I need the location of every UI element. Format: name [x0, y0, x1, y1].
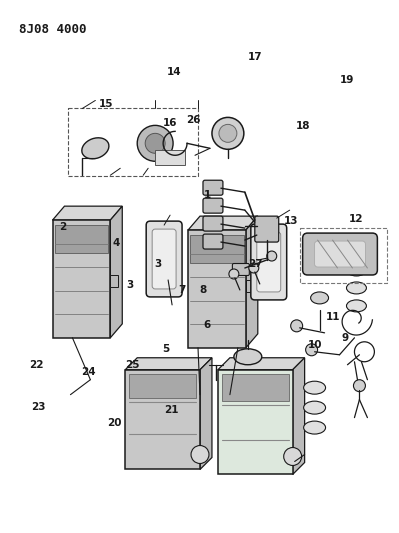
Bar	[69, 108, 198, 176]
FancyBboxPatch shape	[203, 180, 223, 195]
Text: 8: 8	[200, 286, 207, 295]
Circle shape	[137, 125, 173, 161]
Text: 4: 4	[112, 238, 120, 247]
Circle shape	[229, 269, 239, 279]
Text: 25: 25	[124, 360, 139, 370]
Circle shape	[354, 379, 365, 392]
Circle shape	[267, 251, 277, 261]
Bar	[125, 370, 200, 470]
FancyBboxPatch shape	[257, 232, 281, 292]
Bar	[55, 225, 108, 253]
Text: 9: 9	[341, 333, 348, 343]
Ellipse shape	[304, 401, 326, 414]
Polygon shape	[200, 358, 212, 470]
Polygon shape	[293, 358, 304, 474]
Bar	[246, 280, 254, 292]
Text: 2: 2	[59, 222, 66, 232]
Text: 20: 20	[107, 418, 121, 429]
FancyBboxPatch shape	[146, 221, 182, 297]
Text: 14: 14	[166, 68, 181, 77]
Text: 19: 19	[340, 76, 354, 85]
Text: 16: 16	[162, 118, 177, 128]
Text: 3: 3	[126, 280, 134, 290]
Text: 8J08 4000: 8J08 4000	[19, 22, 86, 36]
Text: 24: 24	[81, 367, 95, 377]
Text: 7: 7	[178, 286, 185, 295]
Text: 13: 13	[284, 216, 298, 227]
Circle shape	[165, 270, 175, 280]
Circle shape	[145, 133, 165, 154]
Polygon shape	[246, 216, 258, 348]
Polygon shape	[53, 206, 122, 220]
Text: 3: 3	[154, 259, 161, 269]
Circle shape	[191, 446, 209, 464]
Bar	[129, 374, 196, 398]
Text: 1: 1	[204, 190, 211, 200]
Bar	[218, 370, 293, 474]
FancyBboxPatch shape	[314, 241, 365, 267]
Polygon shape	[188, 216, 258, 230]
Ellipse shape	[346, 300, 366, 312]
Bar	[110, 275, 118, 287]
FancyBboxPatch shape	[152, 229, 176, 289]
Text: 15: 15	[99, 99, 113, 109]
Ellipse shape	[234, 349, 262, 365]
Ellipse shape	[304, 421, 326, 434]
Bar	[53, 220, 110, 338]
Bar	[188, 230, 246, 348]
Bar	[155, 150, 185, 165]
Ellipse shape	[310, 292, 328, 304]
Circle shape	[306, 344, 318, 356]
Text: 18: 18	[296, 120, 310, 131]
Bar	[222, 374, 289, 401]
FancyBboxPatch shape	[203, 216, 223, 231]
FancyBboxPatch shape	[203, 198, 223, 213]
FancyBboxPatch shape	[232, 263, 249, 276]
Polygon shape	[125, 358, 212, 370]
Text: 23: 23	[31, 402, 46, 413]
Text: 22: 22	[29, 360, 44, 370]
Text: 11: 11	[326, 312, 340, 322]
Text: 17: 17	[248, 52, 263, 61]
Ellipse shape	[304, 381, 326, 394]
Ellipse shape	[346, 264, 366, 276]
Circle shape	[212, 117, 244, 149]
Ellipse shape	[346, 246, 366, 258]
Ellipse shape	[82, 138, 109, 159]
Polygon shape	[218, 358, 304, 370]
Text: 10: 10	[308, 340, 322, 350]
Text: 27: 27	[248, 259, 263, 269]
Text: 5: 5	[162, 344, 169, 354]
Bar	[300, 228, 387, 283]
Ellipse shape	[346, 282, 366, 294]
Text: 6: 6	[204, 320, 211, 330]
FancyBboxPatch shape	[255, 216, 279, 242]
FancyBboxPatch shape	[302, 233, 377, 275]
Circle shape	[249, 263, 259, 273]
FancyBboxPatch shape	[203, 234, 223, 249]
Text: 12: 12	[349, 214, 364, 224]
Bar	[190, 235, 244, 263]
Circle shape	[219, 124, 237, 142]
Text: 21: 21	[164, 405, 179, 415]
Circle shape	[284, 448, 302, 465]
Polygon shape	[110, 206, 122, 338]
FancyBboxPatch shape	[251, 224, 287, 300]
Circle shape	[291, 320, 302, 332]
Text: 26: 26	[186, 115, 201, 125]
